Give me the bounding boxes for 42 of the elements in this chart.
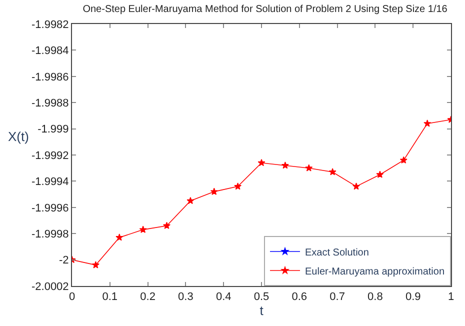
- x-tick-label: 0.6: [292, 291, 308, 304]
- point: [305, 164, 313, 172]
- y-tick-label: -1.999: [38, 124, 69, 136]
- x-axis-title: t: [260, 303, 264, 318]
- point: [258, 158, 266, 166]
- x-tick-label: 1: [448, 291, 454, 304]
- x-tick-label: 0.9: [405, 291, 421, 304]
- point: [281, 162, 289, 169]
- y-axis-title: X(t): [8, 129, 29, 144]
- y-tick-label: -1.9986: [31, 71, 69, 84]
- y-tick-label: -1.9994: [31, 176, 69, 188]
- point: [116, 234, 124, 241]
- x-tick-label: 0.1: [102, 291, 118, 304]
- point: [163, 222, 170, 229]
- legend-label: Euler-Maruyama approximation: [305, 266, 445, 278]
- point: [92, 261, 100, 268]
- point: [139, 226, 147, 233]
- y-tick-label: -1.9984: [31, 45, 69, 58]
- y-tick-label: -1.9982: [31, 18, 69, 31]
- point: [352, 182, 360, 190]
- point: [210, 188, 218, 195]
- x-tick-label: 0.2: [140, 291, 156, 304]
- point: [424, 120, 432, 127]
- legend-label: Exact Solution: [305, 247, 369, 258]
- y-tick-label: -1.9988: [31, 97, 69, 110]
- x-tick-label: 0.5: [254, 291, 270, 304]
- x-tick-label: 0.3: [178, 291, 194, 304]
- point: [186, 196, 194, 204]
- y-tick-label: -1.9996: [31, 202, 69, 214]
- x-tick-label: 0.7: [330, 291, 345, 304]
- point: [376, 170, 384, 178]
- x-tick-label: 0.4: [216, 291, 232, 304]
- x-tick-label: 0.8: [368, 291, 383, 304]
- y-tick-label: -2: [59, 254, 69, 267]
- y-tick-label: -1.9998: [31, 228, 69, 240]
- point: [234, 182, 242, 190]
- point: [400, 156, 408, 164]
- y-tick-label: -2.0002: [31, 280, 69, 293]
- chart-title: One-Step Euler-Maruyama Method for Solution of Problem 2 Using Step Size 1/16: [82, 4, 448, 15]
- x-tick-label: 0: [68, 291, 76, 304]
- point: [328, 168, 336, 176]
- y-tick-label: -1.9992: [31, 150, 69, 162]
